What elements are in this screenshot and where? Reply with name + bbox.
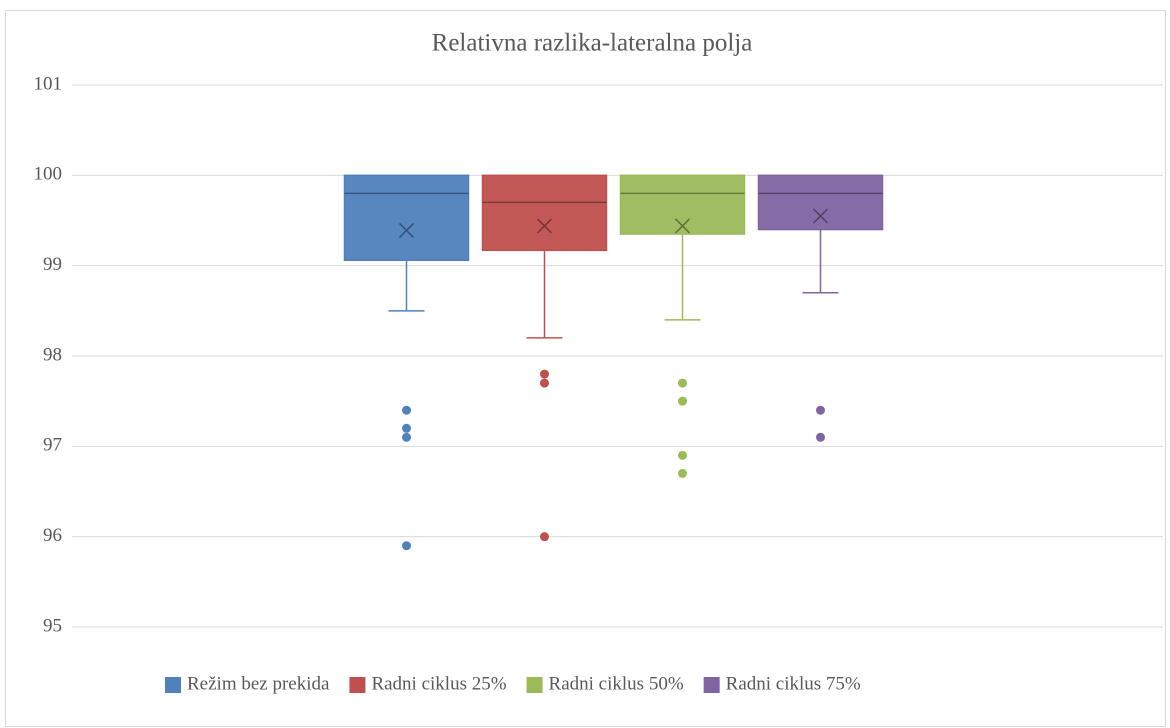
outlier — [402, 405, 411, 415]
outlier — [540, 532, 549, 542]
legend-swatch — [349, 677, 366, 693]
outlier — [816, 405, 825, 415]
y-tick-label: 99 — [43, 254, 62, 275]
chart-frame — [5, 10, 1166, 727]
outlier — [678, 450, 687, 460]
outlier — [678, 378, 687, 388]
chart-title: Relativna razlika-lateralna polja — [432, 30, 753, 57]
y-tick-label: 96 — [43, 525, 62, 546]
outlier — [540, 378, 549, 388]
mean-marker — [674, 218, 691, 234]
legend-swatch — [526, 677, 543, 693]
outlier — [678, 396, 687, 406]
legend-label: Radni ciklus 75% — [726, 673, 861, 694]
legend-label: Radni ciklus 50% — [549, 673, 684, 694]
outlier — [402, 432, 411, 442]
outlier — [816, 432, 825, 442]
outlier — [402, 423, 411, 433]
mean-marker — [398, 222, 415, 238]
outlier — [678, 468, 687, 478]
box — [619, 174, 746, 235]
box — [343, 174, 470, 261]
y-tick-label: 101 — [34, 73, 63, 94]
y-tick-label: 97 — [43, 435, 62, 456]
mean-marker — [536, 218, 553, 234]
outlier — [540, 369, 549, 379]
outlier — [402, 541, 411, 551]
y-tick-label: 100 — [34, 164, 63, 185]
y-tick-label: 98 — [43, 344, 62, 365]
box — [481, 174, 608, 252]
legend-label: Režim bez prekida — [187, 673, 330, 694]
mean-marker — [812, 208, 829, 224]
y-tick-label: 95 — [43, 615, 62, 636]
legend-swatch — [165, 677, 181, 693]
legend-label: Radni ciklus 25% — [371, 673, 506, 694]
legend-swatch — [703, 677, 720, 693]
box — [757, 174, 884, 231]
